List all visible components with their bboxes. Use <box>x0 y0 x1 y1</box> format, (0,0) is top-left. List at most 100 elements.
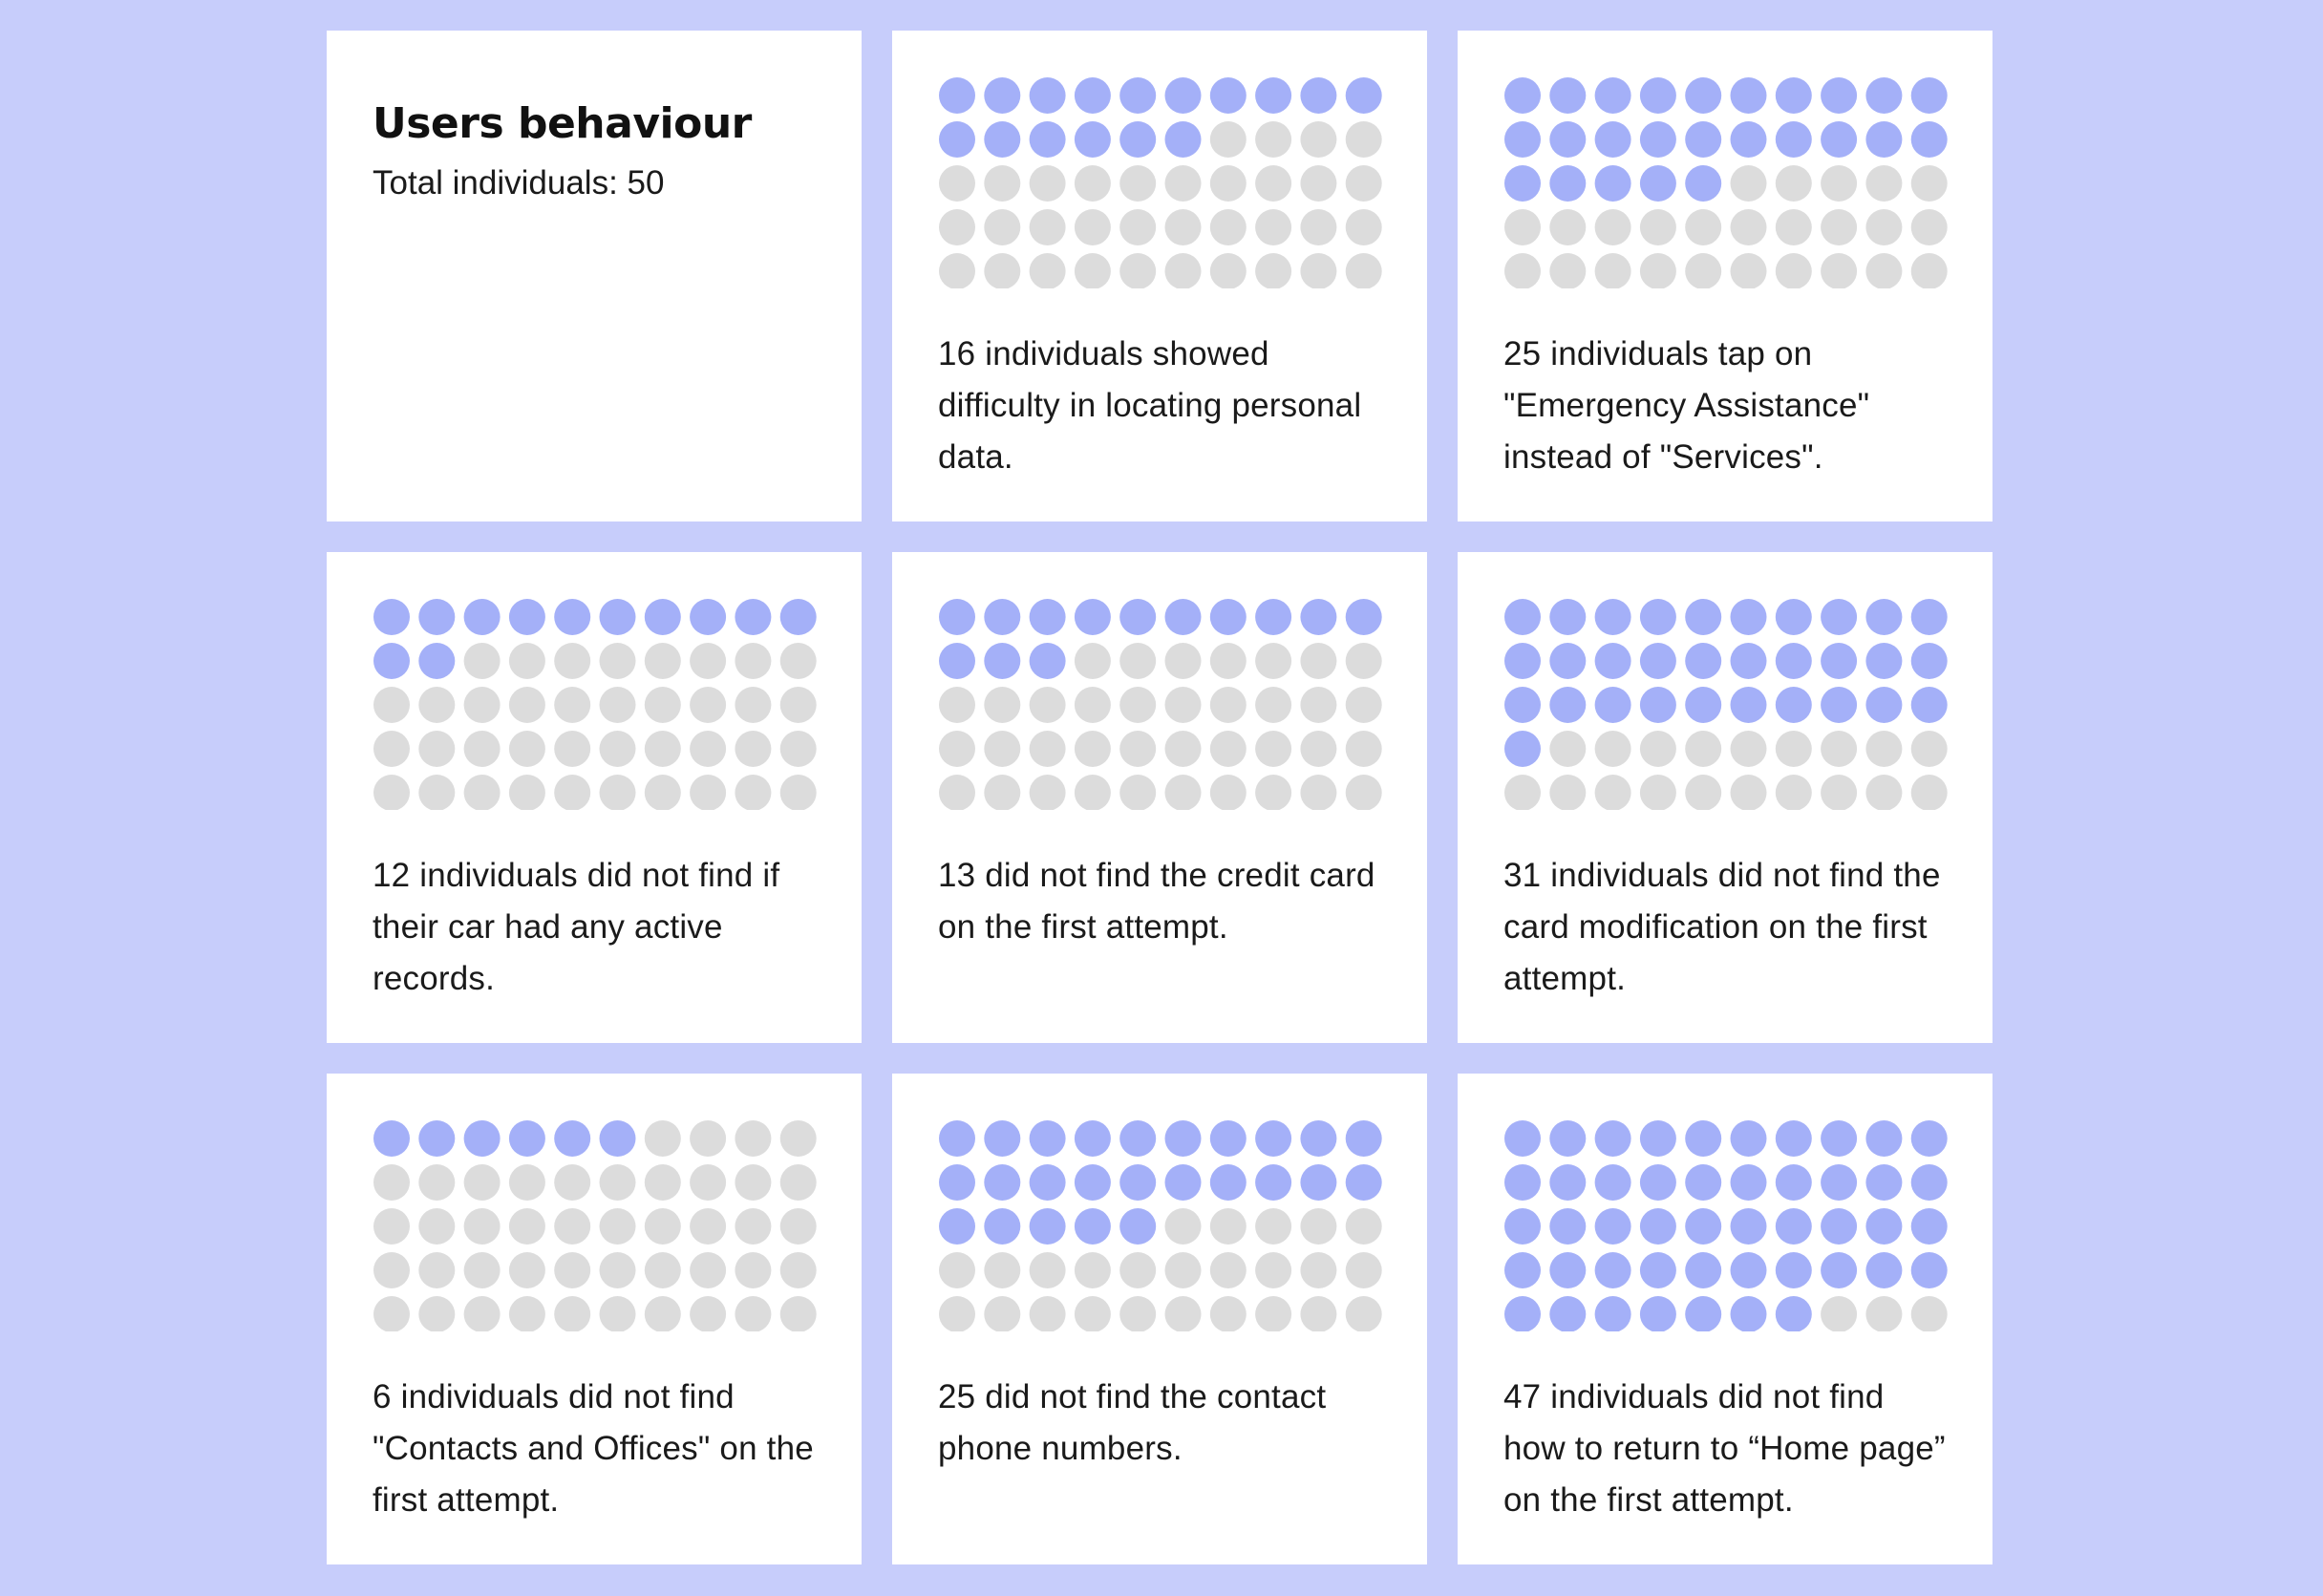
filled-dot <box>1594 121 1631 158</box>
waffle-caption: 25 did not find the contact phone number… <box>938 1378 1327 1467</box>
filled-dot <box>1910 1252 1948 1288</box>
empty-dot <box>690 1208 727 1245</box>
filled-dot <box>1074 1208 1111 1245</box>
filled-dot <box>1029 77 1066 114</box>
filled-dot <box>1209 77 1247 114</box>
filled-dot <box>1255 1164 1292 1201</box>
empty-dot <box>418 1252 456 1288</box>
users-behaviour-grid: Users behaviour Total individuals: 50 16… <box>327 31 1993 1564</box>
empty-dot <box>1775 253 1812 288</box>
empty-dot <box>939 731 975 767</box>
filled-dot <box>1775 687 1812 723</box>
empty-dot <box>735 1296 772 1331</box>
filled-dot <box>418 1120 456 1157</box>
empty-dot <box>463 687 501 723</box>
filled-dot <box>1549 121 1587 158</box>
waffle-caption: 47 individuals did not find how to retur… <box>1503 1378 1946 1519</box>
filled-dot <box>463 599 501 635</box>
filled-dot <box>1775 121 1812 158</box>
empty-dot <box>1164 1252 1202 1288</box>
empty-dot <box>1730 209 1767 245</box>
empty-dot <box>1504 209 1541 245</box>
empty-dot <box>1074 687 1111 723</box>
filled-dot <box>1164 1120 1202 1157</box>
empty-dot <box>644 731 681 767</box>
empty-dot <box>735 1164 772 1201</box>
filled-dot <box>1730 1120 1767 1157</box>
filled-dot <box>939 121 975 158</box>
filled-dot <box>1639 1252 1676 1288</box>
empty-dot <box>599 687 636 723</box>
filled-dot <box>1639 121 1676 158</box>
empty-dot <box>644 1120 681 1157</box>
empty-dot <box>418 1164 456 1201</box>
empty-dot <box>373 775 410 810</box>
filled-dot <box>1164 77 1202 114</box>
empty-dot <box>1821 775 1858 810</box>
filled-dot <box>1074 77 1111 114</box>
empty-dot <box>508 1164 545 1201</box>
empty-dot <box>1209 687 1247 723</box>
filled-dot <box>1639 165 1676 202</box>
waffle-chart <box>373 1120 817 1331</box>
filled-dot <box>1730 1296 1767 1331</box>
empty-dot <box>1821 209 1858 245</box>
empty-dot <box>1821 165 1858 202</box>
empty-dot <box>939 775 975 810</box>
empty-dot <box>1164 687 1202 723</box>
filled-dot <box>1775 1252 1812 1288</box>
filled-dot <box>1865 599 1903 635</box>
filled-dot <box>1594 1208 1631 1245</box>
empty-dot <box>1345 1208 1382 1245</box>
filled-dot <box>1685 1120 1722 1157</box>
empty-dot <box>463 775 501 810</box>
empty-dot <box>554 731 591 767</box>
empty-dot <box>1119 775 1157 810</box>
empty-dot <box>735 1120 772 1157</box>
filled-dot <box>939 643 975 679</box>
filled-dot <box>1639 1296 1676 1331</box>
empty-dot <box>1209 209 1247 245</box>
empty-dot <box>373 1252 410 1288</box>
waffle-chart <box>1504 1120 1948 1331</box>
empty-dot <box>1865 165 1903 202</box>
empty-dot <box>418 775 456 810</box>
empty-dot <box>1029 253 1066 288</box>
filled-dot <box>1685 77 1722 114</box>
filled-dot <box>1504 731 1541 767</box>
empty-dot <box>463 643 501 679</box>
filled-dot <box>508 599 545 635</box>
filled-dot <box>1549 1120 1587 1157</box>
empty-dot <box>1821 1296 1858 1331</box>
empty-dot <box>1730 775 1767 810</box>
waffle-caption: 12 individuals did not find if their car… <box>373 857 780 997</box>
filled-dot <box>1910 1164 1948 1201</box>
empty-dot <box>1119 643 1157 679</box>
filled-dot <box>1074 1164 1111 1201</box>
empty-dot <box>1549 209 1587 245</box>
filled-dot <box>1639 1120 1676 1157</box>
empty-dot <box>1549 253 1587 288</box>
filled-dot <box>1910 599 1948 635</box>
empty-dot <box>599 1252 636 1288</box>
empty-dot <box>1549 775 1587 810</box>
waffle-chart <box>939 599 1382 810</box>
empty-dot <box>1865 209 1903 245</box>
waffle-chart <box>939 77 1382 288</box>
filled-dot <box>1730 599 1767 635</box>
empty-dot <box>1775 775 1812 810</box>
empty-dot <box>984 775 1021 810</box>
filled-dot <box>418 599 456 635</box>
empty-dot <box>1775 209 1812 245</box>
empty-dot <box>1300 731 1337 767</box>
filled-dot <box>1504 687 1541 723</box>
filled-dot <box>644 599 681 635</box>
waffle-caption: 31 individuals did not find the card mod… <box>1503 857 1941 997</box>
filled-dot <box>1549 1252 1587 1288</box>
empty-dot <box>735 731 772 767</box>
empty-dot <box>1910 209 1948 245</box>
empty-dot <box>1119 731 1157 767</box>
empty-dot <box>1255 1252 1292 1288</box>
empty-dot <box>1549 731 1587 767</box>
empty-dot <box>644 1164 681 1201</box>
